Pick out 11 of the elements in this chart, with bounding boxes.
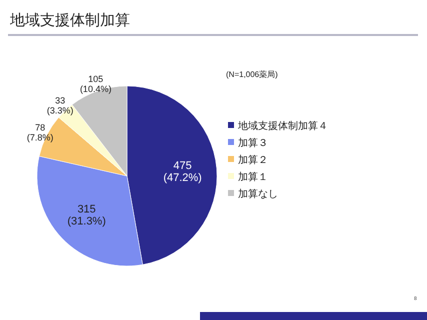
- data-label: 315 (31.3%): [67, 203, 106, 228]
- legend-label: 加算２: [238, 154, 268, 166]
- legend-label: 加算なし: [238, 188, 278, 200]
- legend-label: 加算３: [238, 137, 268, 149]
- data-label: 475 (47.2%): [163, 160, 202, 184]
- chart-title: 地域支援体制加算: [9, 12, 130, 29]
- data-label: 33 (3.3%): [46, 96, 74, 116]
- text: (N=1,006薬局): [226, 70, 278, 79]
- legend-label: 加算１: [238, 171, 268, 183]
- data-label: 105 (10.4%): [80, 74, 112, 94]
- legend-label: 地域支援体制加算４: [237, 120, 328, 132]
